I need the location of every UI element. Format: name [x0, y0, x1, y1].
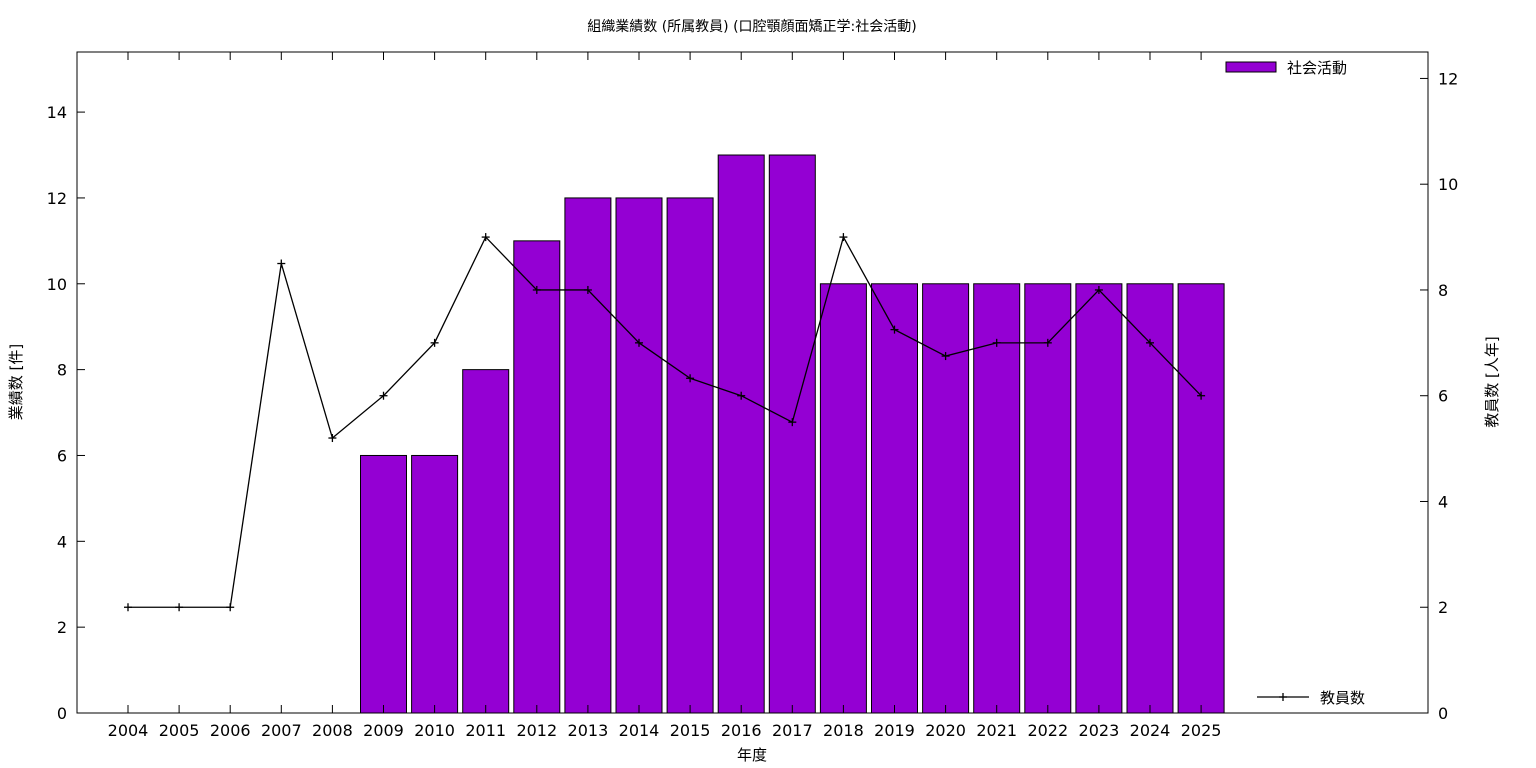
teacher-count-point-2005	[175, 603, 184, 612]
teacher-count-point-2007	[277, 259, 286, 268]
bar-2015	[666, 197, 714, 714]
y2-tick-label: 0	[1438, 704, 1448, 723]
teacher-count-line	[128, 235, 1202, 608]
y2-axis-label: 教員数 [人年]	[1483, 336, 1501, 427]
x-tick-label: 2025	[1181, 721, 1222, 740]
teacher-count-point-2004	[124, 603, 132, 612]
teacher-count-point-2022	[1043, 338, 1052, 347]
teacher-count-point-2016	[737, 391, 746, 400]
x-tick-label: 2016	[721, 721, 762, 740]
x-tick-label: 2022	[1027, 721, 1068, 740]
chart-title: 組織業績数 (所属教員) (口腔顎顔面矯正学:社会活動)	[587, 19, 916, 35]
teacher-count-point-2008	[328, 434, 337, 443]
y-tick-label: 10	[47, 275, 67, 294]
y-tick-label: 14	[47, 103, 67, 122]
y2-tick-label: 8	[1438, 281, 1448, 300]
y-tick-label: 2	[57, 618, 67, 637]
legend-line-label: 教員数	[1320, 689, 1365, 707]
y-tick-label: 4	[57, 532, 67, 551]
teacher-count-point-2017	[788, 418, 797, 427]
teacher-count-point-2014	[635, 338, 643, 347]
teacher-count-point-2025	[1197, 391, 1206, 400]
bar-2021	[973, 283, 1021, 714]
bar-2016	[717, 154, 765, 714]
x-tick-label: 2018	[823, 721, 864, 740]
x-tick-label: 2019	[874, 721, 915, 740]
teacher-count-point-2019	[890, 325, 899, 334]
bar-2019	[871, 283, 918, 714]
teacher-count-point-2006	[226, 603, 235, 612]
bar-2014	[615, 197, 663, 714]
teacher-count-point-2010	[430, 338, 439, 347]
x-tick-label: 2014	[619, 721, 660, 740]
x-tick-label: 2004	[108, 721, 149, 740]
x-tick-label: 2012	[516, 721, 557, 740]
plot-frame	[76, 51, 1429, 714]
teacher-count-point-2018	[839, 233, 848, 242]
y-tick-label: 0	[57, 704, 67, 723]
y-tick-label: 8	[57, 361, 67, 380]
bar-2025	[1177, 283, 1225, 714]
x-axis-label: 年度	[737, 746, 767, 764]
x-tick-label: 2020	[925, 721, 966, 740]
teacher-count-point-2011	[481, 233, 490, 242]
y2-tick-label: 12	[1438, 69, 1458, 88]
y2-tick-label: 10	[1438, 175, 1458, 194]
y2-tick-label: 4	[1438, 492, 1448, 511]
bar-2012	[513, 240, 561, 714]
bar-2017	[768, 154, 816, 714]
teacher-count-point-2015	[686, 374, 695, 383]
x-tick-label: 2015	[670, 721, 711, 740]
teacher-count-point-2021	[992, 338, 1001, 347]
legend-bar-label: 社会活動	[1287, 59, 1347, 77]
bar-2022	[1024, 283, 1072, 714]
x-tick-label: 2024	[1130, 721, 1171, 740]
bar-2024	[1126, 283, 1174, 714]
y-tick-label: 12	[47, 189, 67, 208]
legend-line-swatch	[1257, 693, 1309, 701]
x-tick-label: 2023	[1079, 721, 1120, 740]
y-axis-label: 業績数 [件]	[7, 344, 25, 420]
teacher-count-point-2020	[941, 352, 950, 361]
x-tick-label: 2011	[465, 721, 506, 740]
teacher-count-point-2013	[583, 285, 592, 294]
bar-2013	[564, 197, 612, 714]
x-tick-label: 2007	[261, 721, 302, 740]
x-tick-label: 2009	[363, 721, 404, 740]
teacher-count-point-2012	[532, 285, 541, 294]
x-tick-label: 2006	[210, 721, 251, 740]
teacher-count-point-2024	[1146, 338, 1154, 347]
bar-2010	[411, 454, 459, 714]
bar-2009	[360, 454, 407, 714]
y2-tick-label: 2	[1438, 598, 1448, 617]
x-tick-label: 2013	[568, 721, 609, 740]
teacher-count-point-2009	[379, 391, 388, 400]
x-tick-label: 2005	[159, 721, 200, 740]
bar-2023	[1075, 283, 1123, 714]
bar-2011	[462, 369, 510, 714]
bar-2018	[819, 283, 867, 714]
x-tick-label: 2010	[414, 721, 455, 740]
y-tick-label: 6	[57, 446, 67, 465]
teacher-count-point-2023	[1094, 285, 1103, 294]
legend-bar-swatch	[1225, 61, 1277, 73]
x-tick-label: 2017	[772, 721, 813, 740]
x-tick-label: 2008	[312, 721, 353, 740]
y2-tick-label: 6	[1438, 387, 1448, 406]
x-tick-label: 2021	[976, 721, 1017, 740]
